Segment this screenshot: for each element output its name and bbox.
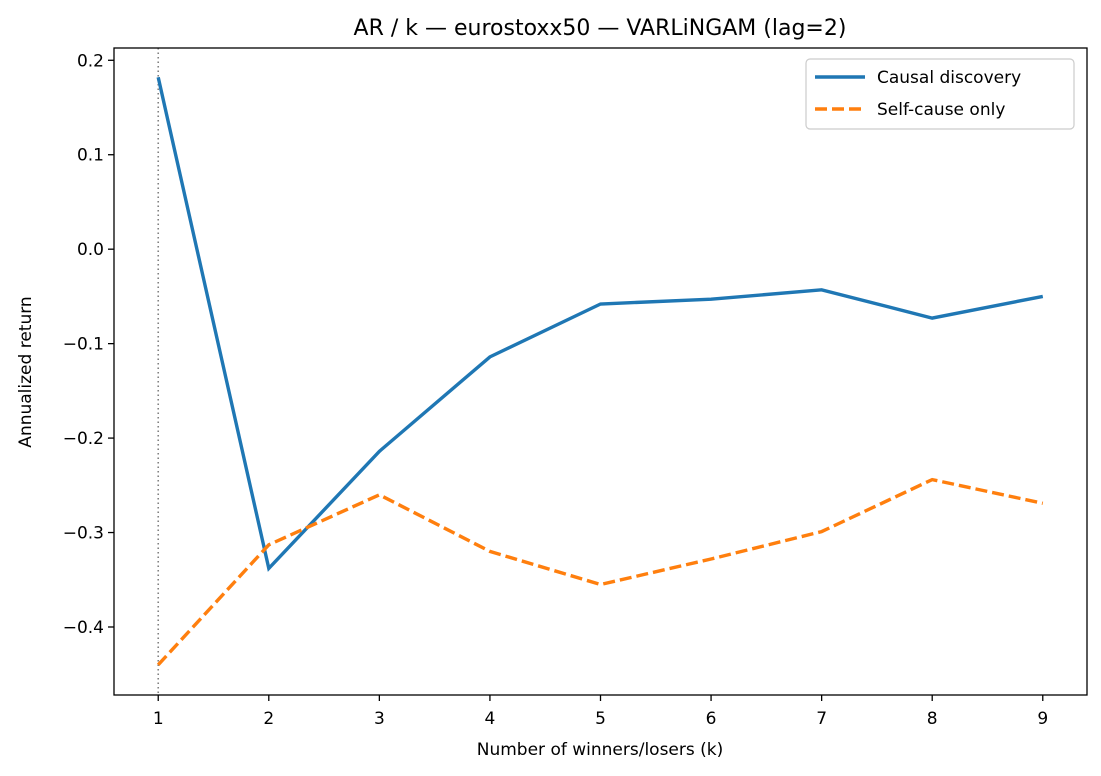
y-tick-label: −0.1 [63, 335, 104, 355]
y-axis-label: Annualized return [16, 296, 36, 447]
x-axis-label: Number of winners/losers (k) [477, 740, 724, 760]
legend-label-1: Causal discovery [877, 68, 1021, 88]
x-tick-label: 5 [595, 709, 606, 729]
y-tick-label: −0.3 [63, 524, 104, 544]
series-line-1 [156, 76, 1044, 572]
legend: Causal discovery Self-cause only [805, 58, 1075, 130]
y-tick-label: 0.0 [77, 240, 104, 260]
legend-label-2: Self-cause only [877, 100, 1005, 120]
x-axis: 1 2 3 4 5 6 7 8 9 [153, 695, 1048, 729]
y-tick-label: −0.4 [63, 618, 104, 638]
x-tick-label: 3 [374, 709, 385, 729]
y-axis: 0.2 0.1 0.0 −0.1 −0.2 −0.3 −0.4 [63, 51, 114, 638]
x-tick-label: 8 [927, 709, 938, 729]
x-tick-label: 2 [263, 709, 274, 729]
x-tick-label: 7 [816, 709, 827, 729]
x-tick-label: 1 [153, 709, 164, 729]
y-tick-label: 0.2 [77, 51, 104, 71]
y-tick-label: 0.1 [77, 146, 104, 166]
x-tick-label: 9 [1037, 709, 1048, 729]
x-tick-label: 4 [485, 709, 496, 729]
x-tick-label: 6 [706, 709, 717, 729]
y-tick-label: −0.2 [63, 429, 104, 449]
chart-title: AR / k — eurostoxx50 — VARLiNGAM (lag=2) [354, 16, 847, 41]
legend-box [805, 58, 1075, 130]
